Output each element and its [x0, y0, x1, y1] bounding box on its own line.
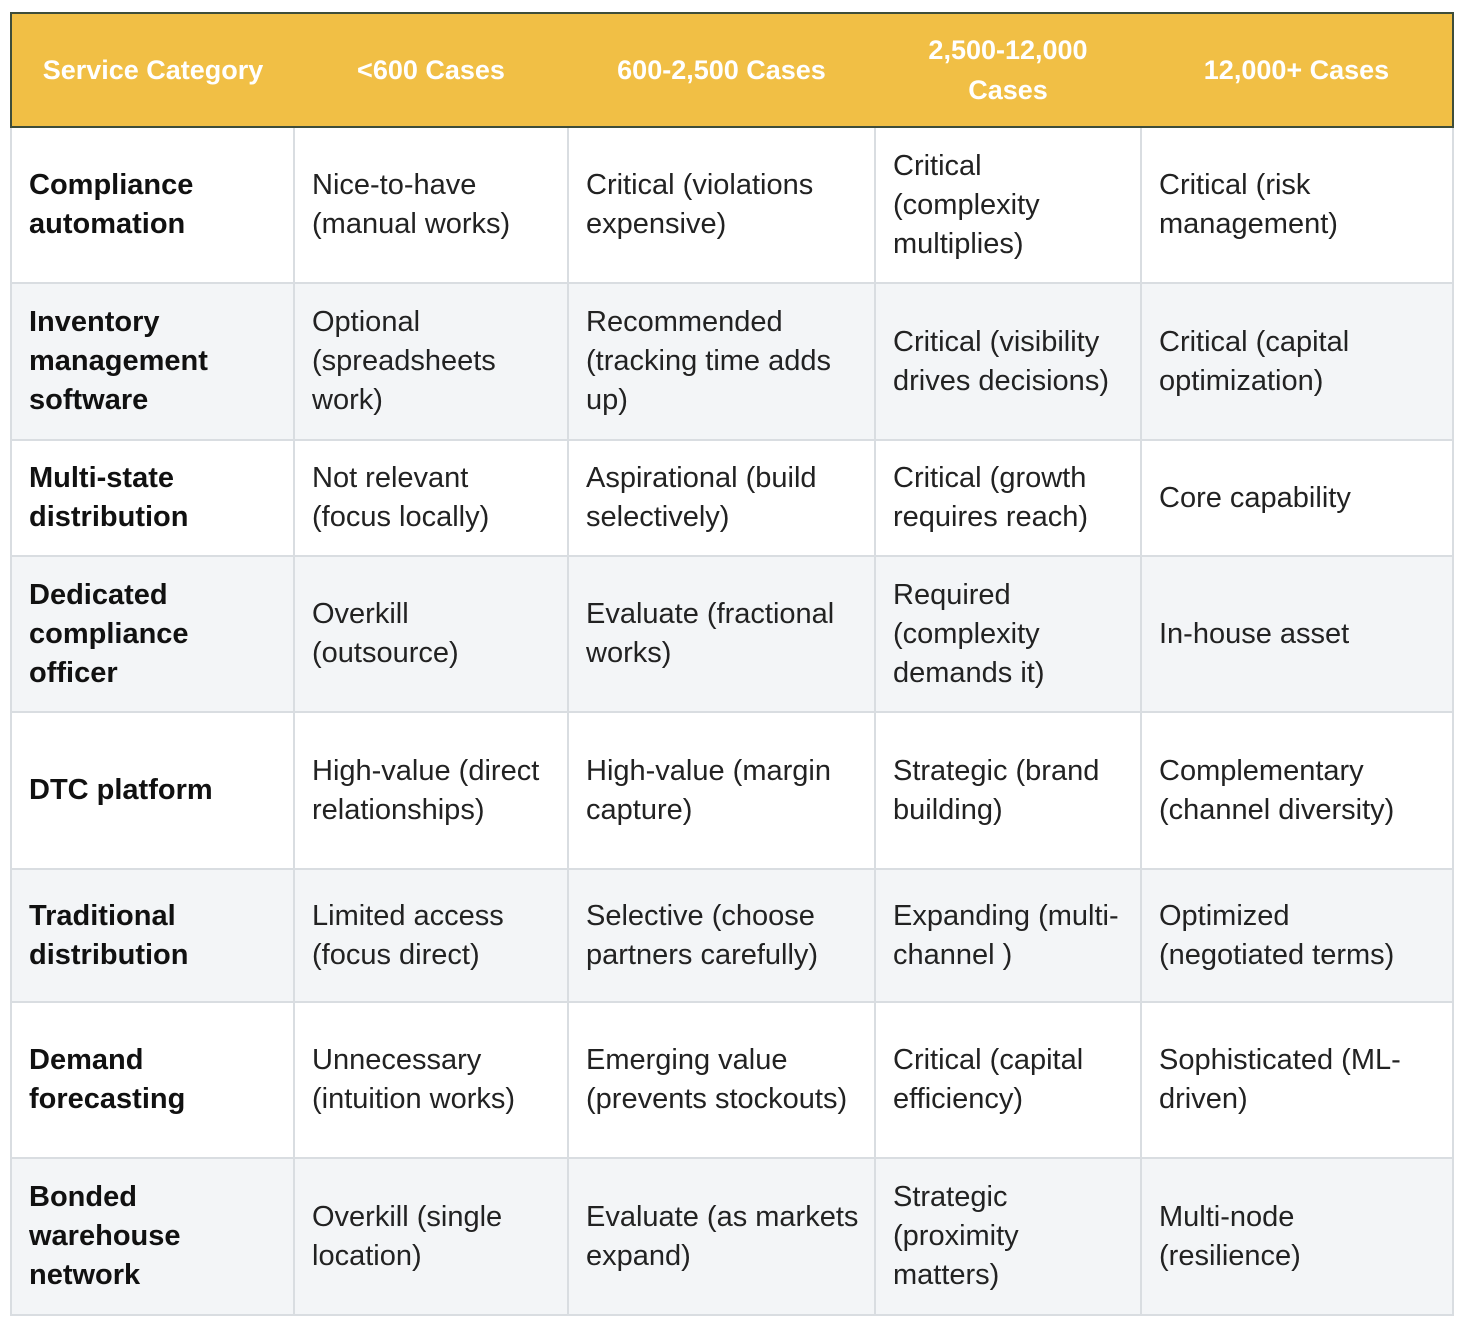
table-cell: Core capability: [1140, 439, 1454, 557]
table-cell: Sophisticated (ML-driven): [1140, 1001, 1454, 1159]
table-cell: Critical (capital efficiency): [874, 1001, 1142, 1159]
column-header: 600-2,500 Cases: [568, 13, 875, 128]
table-row: Traditional distribution Limited access (…: [10, 868, 1454, 1003]
service-table: Service Category <600 Cases 600-2,500 Case…: [10, 12, 1454, 1316]
table-row: Dedicated compliance officer Overkill (ou…: [10, 555, 1454, 713]
table-cell: Multi-node (resilience): [1140, 1157, 1454, 1316]
table-row: Bonded warehouse network Overkill (single…: [10, 1157, 1454, 1316]
row-header-cell: Compliance automation: [10, 126, 295, 284]
table-cell: High-value (direct relationships): [293, 711, 569, 870]
table-cell: Strategic (proximity matters): [874, 1157, 1142, 1316]
table-cell: Expanding (multi-channel ): [874, 868, 1142, 1003]
table-cell: Overkill (single location): [293, 1157, 569, 1316]
table-row: Compliance automation Nice-to-have (manua…: [10, 126, 1454, 284]
table-body: Compliance automation Nice-to-have (manua…: [10, 126, 1454, 1316]
table-cell: Critical (complexity multiplies): [874, 126, 1142, 284]
row-header-cell: Bonded warehouse network: [10, 1157, 295, 1316]
table-cell: Critical (capital optimization): [1140, 282, 1454, 441]
header-row: Service Category <600 Cases 600-2,500 Case…: [11, 13, 1453, 128]
table-cell: Evaluate (as markets expand): [567, 1157, 876, 1316]
table-cell: In-house asset: [1140, 555, 1454, 713]
table-cell: Overkill (outsource): [293, 555, 569, 713]
table-cell: Limited access (focus direct): [293, 868, 569, 1003]
table-row: DTC platform High-value (direct relations…: [10, 711, 1454, 870]
column-header: <600 Cases: [294, 13, 568, 128]
table-cell: Strategic (brand building): [874, 711, 1142, 870]
column-header: 2,500-12,000 Cases: [875, 13, 1141, 128]
row-header-cell: Dedicated compliance officer: [10, 555, 295, 713]
table-cell: Emerging value (prevents stockouts): [567, 1001, 876, 1159]
table-cell: Nice-to-have (manual works): [293, 126, 569, 284]
table-cell: Recommended (tracking time adds up): [567, 282, 876, 441]
table-cell: Critical (violations expensive): [567, 126, 876, 284]
table-cell: High-value (margin capture): [567, 711, 876, 870]
row-header-cell: Demand forecasting: [10, 1001, 295, 1159]
table-cell: Unnecessary (intuition works): [293, 1001, 569, 1159]
table-cell: Aspirational (build selectively): [567, 439, 876, 557]
row-header-cell: Traditional distribution: [10, 868, 295, 1003]
table-row: Inventory management software Optional (s…: [10, 282, 1454, 441]
column-header: 12,000+ Cases: [1141, 13, 1453, 128]
table-cell: Optimized (negotiated terms): [1140, 868, 1454, 1003]
row-header-cell: Inventory management software: [10, 282, 295, 441]
table-cell: Critical (risk management): [1140, 126, 1454, 284]
row-header-cell: Multi-state distribution: [10, 439, 295, 557]
table-cell: Critical (growth requires reach): [874, 439, 1142, 557]
table-cell: Selective (choose partners carefully): [567, 868, 876, 1003]
table-cell: Complementary (channel diversity): [1140, 711, 1454, 870]
table-cell: Optional (spreadsheets work): [293, 282, 569, 441]
table-cell: Not relevant (focus locally): [293, 439, 569, 557]
table-row: Demand forecasting Unnecessary (intuition…: [10, 1001, 1454, 1159]
table-cell: Evaluate (fractional works): [567, 555, 876, 713]
table-cell: Required (complexity demands it): [874, 555, 1142, 713]
row-header-cell: DTC platform: [10, 711, 295, 870]
table-cell: Critical (visibility drives decisions): [874, 282, 1142, 441]
column-header: Service Category: [11, 13, 294, 128]
table-row: Multi-state distribution Not relevant (fo…: [10, 439, 1454, 557]
